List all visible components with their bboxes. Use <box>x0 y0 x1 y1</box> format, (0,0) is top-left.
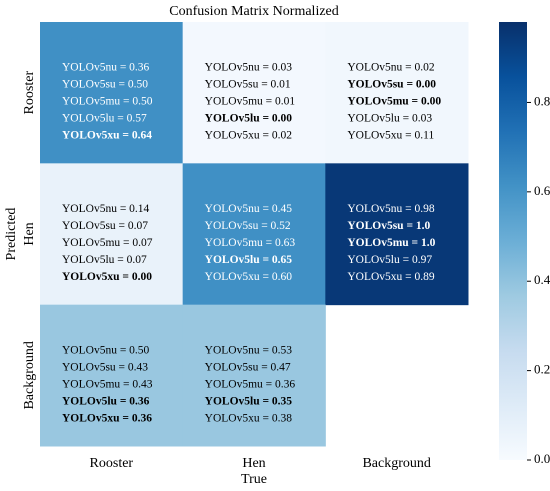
cell-text: YOLOv5su = 0.47 <box>205 361 291 373</box>
cell-text: YOLOv5su = 0.00 <box>347 79 436 91</box>
cell-text: YOLOv5xu = 0.00 <box>62 271 152 283</box>
cell-text: YOLOv5lu = 0.00 <box>205 113 293 125</box>
cell-text: YOLOv5su = 0.52 <box>205 220 291 232</box>
cell-text: YOLOv5lu = 0.03 <box>347 113 432 125</box>
heatmap-cell <box>182 163 326 306</box>
cell-text: YOLOv5xu = 0.89 <box>347 271 435 283</box>
cell-text: YOLOv5mu = 0.43 <box>62 378 153 390</box>
x-tick-label: Hen <box>242 456 265 471</box>
cell-text: YOLOv5lu = 0.97 <box>347 254 432 266</box>
cell-text: YOLOv5lu = 0.57 <box>62 113 147 125</box>
cell-text: YOLOv5nu = 0.36 <box>62 62 150 74</box>
cell-text: YOLOv5nu = 0.03 <box>205 62 293 74</box>
colorbar-tick-label: 0.8 <box>534 93 550 108</box>
colorbar-tick-label: 0.6 <box>534 183 550 198</box>
y-axis-label: Predicted <box>4 208 19 261</box>
heatmap-cell <box>182 22 326 164</box>
cell-text: YOLOv5mu = 0.01 <box>205 96 296 108</box>
cell-text: YOLOv5su = 0.50 <box>62 79 148 91</box>
cell-text: YOLOv5su = 0.01 <box>205 79 291 91</box>
cell-text: YOLOv5su = 0.07 <box>62 220 148 232</box>
x-tick-label: Rooster <box>90 456 134 471</box>
cell-text: YOLOv5xu = 0.38 <box>205 412 293 424</box>
cell-text: YOLOv5xu = 0.64 <box>62 130 152 142</box>
cell-text: YOLOv5xu = 0.60 <box>205 271 293 283</box>
cell-text: YOLOv5mu = 0.07 <box>62 237 153 249</box>
cell-text: YOLOv5nu = 0.98 <box>347 203 435 215</box>
cell-text: YOLOv5nu = 0.50 <box>62 344 150 356</box>
y-tick-label: Background <box>22 341 37 409</box>
x-axis-label: True <box>241 472 267 487</box>
cell-text: YOLOv5mu = 0.00 <box>347 96 441 108</box>
cell-text: YOLOv5su = 1.0 <box>347 220 430 232</box>
colorbar <box>499 22 527 460</box>
cell-text: YOLOv5xu = 0.02 <box>205 130 293 142</box>
cell-text: YOLOv5xu = 0.11 <box>347 130 434 142</box>
heatmap-cell <box>40 163 184 306</box>
x-tick-label: Background <box>362 456 430 471</box>
colorbar-tick-label: 0.0 <box>534 451 550 466</box>
cell-text: YOLOv5nu = 0.53 <box>205 344 293 356</box>
cell-text: YOLOv5su = 0.43 <box>62 361 148 373</box>
colorbar-tick-label: 0.2 <box>534 362 550 377</box>
cell-text: YOLOv5mu = 1.0 <box>347 237 435 249</box>
cell-text: YOLOv5lu = 0.36 <box>62 395 150 407</box>
cell-text: YOLOv5xu = 0.36 <box>62 412 152 424</box>
cell-text: YOLOv5lu = 0.65 <box>205 254 293 266</box>
cell-text: YOLOv5lu = 0.35 <box>205 395 293 407</box>
chart-title: Confusion Matrix Normalized <box>169 4 339 19</box>
cell-text: YOLOv5mu = 0.36 <box>205 378 296 390</box>
cell-text: YOLOv5nu = 0.45 <box>205 203 293 215</box>
heatmap-cell <box>40 304 184 447</box>
heatmap-cell <box>325 163 469 306</box>
cell-text: YOLOv5mu = 0.50 <box>62 96 153 108</box>
cell-text: YOLOv5lu = 0.07 <box>62 254 147 266</box>
y-tick-label: Hen <box>22 222 37 245</box>
cell-text: YOLOv5nu = 0.02 <box>347 62 435 74</box>
heatmap-cell <box>182 304 326 447</box>
heatmap-cell <box>40 22 184 164</box>
cell-text: YOLOv5nu = 0.14 <box>62 203 150 215</box>
y-tick-label: Rooster <box>22 71 37 115</box>
colorbar-tick-label: 0.4 <box>534 272 550 287</box>
heatmap-cell <box>325 22 469 164</box>
cell-text: YOLOv5mu = 0.63 <box>205 237 296 249</box>
